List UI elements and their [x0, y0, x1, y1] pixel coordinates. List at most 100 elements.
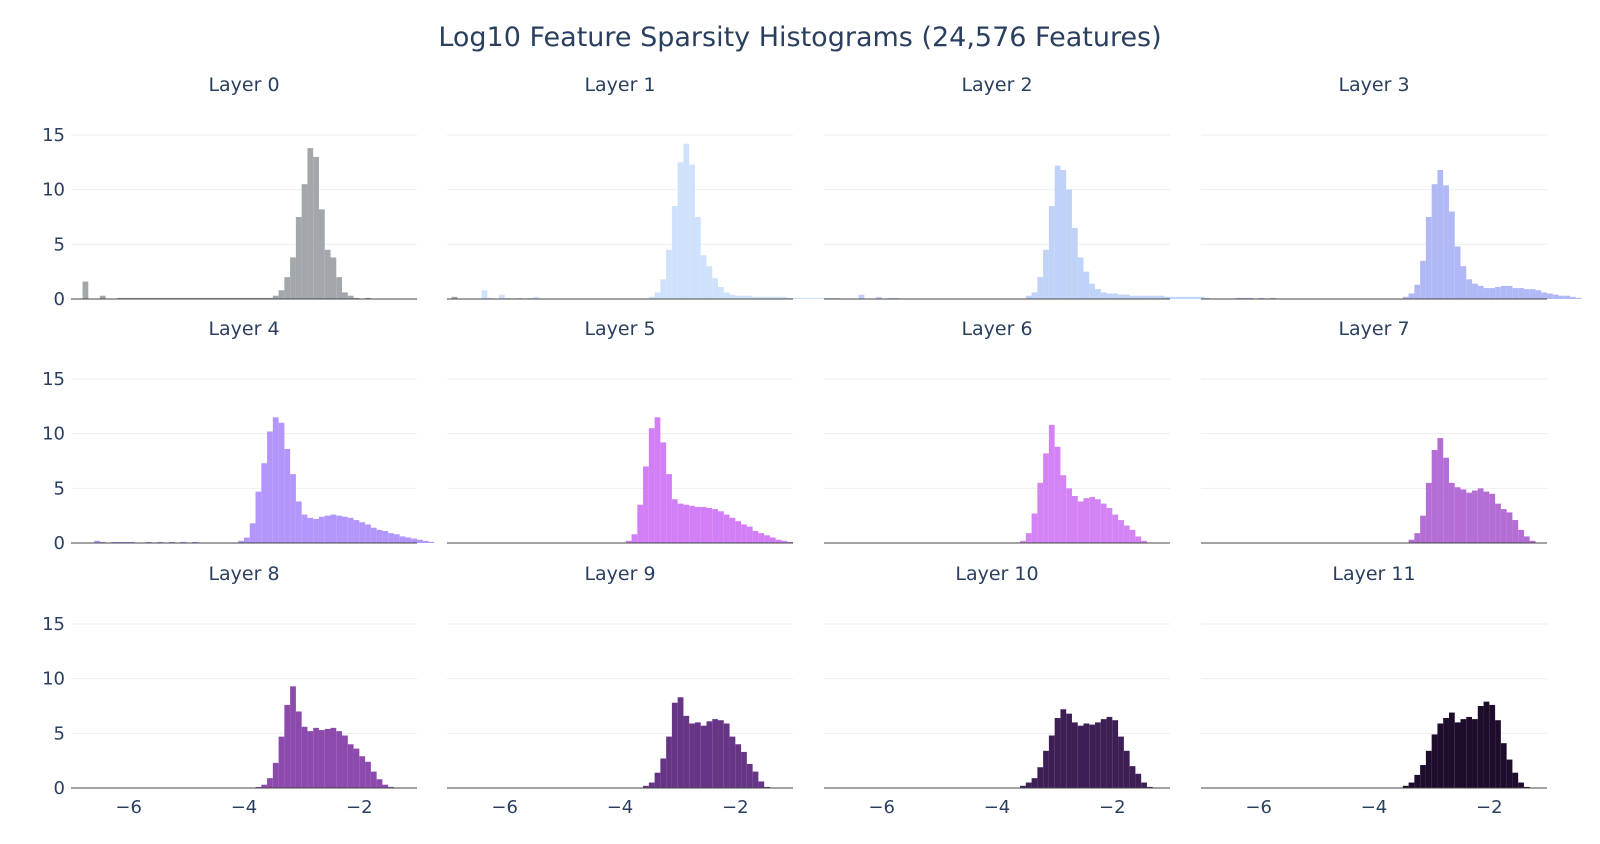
histogram-bar: [336, 515, 343, 543]
histogram-bar: [180, 541, 187, 543]
panel-layer-8: Layer 8 0 5 10 15 −6 −4 −2: [42, 563, 417, 818]
panel-title: Layer 10: [955, 563, 1038, 585]
histogram-bar: [729, 736, 736, 788]
histogram-bar: [1112, 293, 1119, 299]
histogram-bar: [1547, 293, 1553, 299]
histogram-bar: [1170, 296, 1176, 299]
histogram-bar: [255, 491, 262, 543]
histogram-bar: [1575, 297, 1582, 299]
histogram-bar: [359, 756, 366, 788]
histogram-bar: [290, 257, 296, 299]
histogram-bar: [174, 297, 181, 299]
histogram-bar: [1164, 296, 1170, 299]
histogram-bar: [134, 297, 141, 299]
histogram-bar: [637, 504, 644, 543]
histogram-bar: [1089, 283, 1096, 299]
histogram-bar: [117, 541, 123, 543]
histogram-bar: [313, 518, 319, 543]
histogram-bar: [677, 697, 684, 788]
histogram-bar: [793, 297, 799, 299]
histogram-bar: [1031, 513, 1038, 543]
histogram-bar: [718, 511, 724, 543]
histogram-bar: [718, 720, 724, 788]
histogram-bar: [347, 295, 354, 299]
histogram-bar: [723, 514, 730, 543]
histogram-bar: [272, 417, 279, 543]
panel-title: Layer 4: [208, 318, 279, 340]
histogram-bar: [648, 296, 655, 299]
histogram-bar: [295, 711, 302, 788]
panel-title: Layer 11: [1332, 563, 1415, 585]
histogram-bar: [764, 786, 770, 788]
histogram-bar: [1158, 295, 1165, 299]
histogram-bar: [1025, 295, 1032, 299]
bars: [1020, 709, 1153, 788]
panel-title: Layer 2: [961, 74, 1032, 96]
histogram-bar: [1054, 165, 1061, 299]
histogram-bar: [625, 540, 632, 543]
histogram-bar: [1270, 297, 1276, 299]
x-tick-label: −4: [607, 797, 634, 818]
histogram-bar: [1425, 217, 1432, 299]
y-tick-label: 15: [42, 369, 65, 390]
histogram-bar: [723, 292, 730, 299]
histogram-bar: [267, 778, 273, 788]
histogram-bar: [683, 504, 690, 543]
histogram-bar: [1100, 503, 1107, 543]
histogram-bar: [775, 539, 782, 543]
histogram-bar: [1095, 289, 1101, 299]
histogram-bar: [1454, 722, 1461, 788]
y-tick-label: 10: [42, 180, 65, 201]
histogram-bar: [666, 736, 672, 788]
histogram-bar: [741, 524, 747, 543]
histogram-bar: [1118, 520, 1124, 543]
histogram-bar: [643, 466, 649, 543]
histogram-bar: [1500, 743, 1507, 788]
histogram-bar: [1071, 227, 1078, 299]
histogram-bar: [1466, 492, 1473, 543]
histogram-bar: [451, 296, 458, 299]
y-tick-label: 0: [54, 289, 65, 310]
panel-title: Layer 7: [1338, 318, 1409, 340]
histogram-bar: [1460, 266, 1467, 299]
histogram-bar: [249, 523, 256, 543]
histogram-bar: [1077, 501, 1084, 543]
histogram-bar: [278, 290, 285, 299]
bars: [858, 165, 1211, 299]
histogram-bar: [186, 297, 193, 299]
x-tick-label: −6: [868, 797, 895, 818]
histogram-bar: [1193, 296, 1199, 299]
panel-title: Layer 1: [584, 74, 655, 96]
histogram-bar: [307, 731, 314, 788]
x-tick-label: −6: [491, 797, 518, 818]
histogram-bar: [1118, 736, 1124, 788]
histogram-bar: [735, 744, 742, 788]
histogram-bar: [301, 514, 308, 543]
histogram-bar: [1112, 720, 1119, 788]
histogram-bar: [1175, 296, 1182, 299]
histogram-bar: [1089, 497, 1096, 543]
histogram-bar: [1512, 772, 1519, 788]
histogram-bar: [694, 506, 701, 543]
histogram-bar: [382, 530, 389, 543]
panel-title: Layer 6: [961, 318, 1032, 340]
histogram-bar: [267, 431, 273, 543]
histogram-bar: [1523, 289, 1530, 299]
histogram-bar: [1025, 782, 1032, 788]
histogram-bar: [689, 164, 695, 299]
histogram-bar: [1506, 759, 1513, 788]
histogram-bar: [516, 297, 522, 299]
histogram-bar: [677, 503, 684, 543]
histogram-bar: [1095, 722, 1101, 788]
histogram-bar: [1506, 285, 1513, 299]
histogram-bar: [238, 297, 244, 299]
histogram-bar: [122, 297, 129, 299]
bars: [1020, 424, 1147, 543]
panel-layer-2: Layer 2: [824, 74, 1211, 300]
y-tick-label: 10: [42, 669, 65, 690]
bars: [481, 143, 840, 299]
x-tick-label: −2: [722, 797, 749, 818]
histogram-bar: [226, 297, 233, 299]
histogram-bar: [729, 517, 736, 543]
